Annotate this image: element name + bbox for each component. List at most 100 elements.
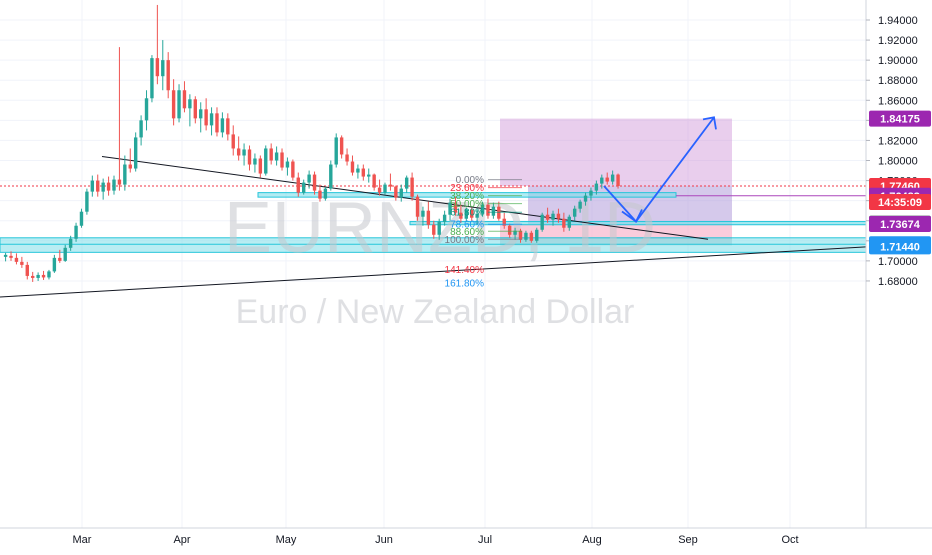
- candle: [58, 249, 62, 263]
- candle: [285, 157, 290, 176]
- candle-body: [264, 148, 268, 174]
- candle: [491, 202, 496, 219]
- candle: [25, 261, 29, 280]
- fib-label: 78.60%: [450, 220, 484, 231]
- candle-body: [567, 216, 571, 228]
- fib-label: 50.00%: [450, 199, 484, 210]
- candle: [583, 192, 588, 206]
- candle: [551, 210, 555, 226]
- candle: [432, 220, 436, 239]
- candle-body: [139, 120, 143, 138]
- candle: [280, 148, 284, 171]
- candle: [90, 175, 95, 197]
- candle: [74, 222, 78, 242]
- candle-body: [377, 187, 382, 193]
- candle-body: [404, 177, 409, 189]
- candle-body: [459, 212, 463, 219]
- candle-body: [177, 90, 181, 119]
- price-tick-label: 1.92000: [878, 35, 918, 47]
- fib-level: 161.80%: [445, 278, 485, 289]
- candle-body: [464, 209, 468, 219]
- candle: [513, 227, 517, 240]
- candle: [291, 159, 295, 181]
- fibonacci-levels: 0.00%23.60%38.20%50.00%61.80%78.60%88.60…: [445, 175, 522, 289]
- candle-body: [47, 271, 51, 278]
- candle: [475, 209, 479, 225]
- fib-level: 38.20%: [450, 191, 522, 202]
- candle-body: [52, 257, 57, 272]
- candle-body: [307, 174, 311, 183]
- trendlines: [0, 155, 867, 298]
- candle-body: [486, 204, 490, 216]
- candle: [329, 160, 333, 191]
- projection-path: [603, 116, 717, 223]
- candle-body: [524, 232, 528, 240]
- candle: [274, 146, 279, 166]
- candle-body: [166, 60, 170, 91]
- candle: [372, 173, 376, 191]
- time-tick-label: Sep: [678, 534, 698, 546]
- candle: [133, 132, 138, 172]
- candle-body: [475, 213, 479, 218]
- candle: [9, 251, 13, 261]
- candle-body: [432, 224, 436, 235]
- candle-body: [242, 149, 246, 156]
- candle: [253, 153, 257, 173]
- candle: [41, 270, 46, 280]
- candle: [85, 188, 89, 215]
- candle: [101, 178, 105, 200]
- candle: [415, 194, 420, 221]
- candle-body: [106, 182, 111, 191]
- descending-trendline: [101, 155, 709, 240]
- candle: [106, 176, 111, 196]
- candle: [296, 172, 300, 197]
- fib-label: 100.00%: [445, 235, 485, 246]
- candle: [535, 227, 539, 243]
- candle: [31, 271, 35, 282]
- price-axis[interactable]: 1.680001.700001.720001.740001.760001.780…: [865, 0, 918, 528]
- candle-body: [372, 174, 376, 188]
- price-tag: 1.71440: [869, 238, 931, 255]
- candle-body: [25, 264, 29, 276]
- candle-body: [3, 254, 8, 257]
- candle-body: [535, 229, 539, 241]
- candle: [318, 184, 322, 202]
- candle: [150, 55, 154, 103]
- time-tick-label: May: [276, 534, 297, 546]
- candle: [123, 155, 127, 191]
- candle-body: [209, 113, 214, 126]
- candle-body: [117, 179, 122, 185]
- candle-body: [215, 113, 219, 133]
- projection-arrow-up: [702, 116, 717, 130]
- candle-body: [14, 257, 19, 262]
- candle: [524, 230, 528, 242]
- time-axis[interactable]: Mar Apr May Jun Jul Aug Sep Oct: [0, 527, 932, 546]
- candle: [394, 185, 398, 201]
- candle-body: [448, 202, 452, 215]
- candle: [204, 98, 208, 131]
- candle: [404, 175, 409, 193]
- candle: [161, 40, 165, 91]
- candle: [193, 96, 197, 124]
- time-tick-label: Apr: [173, 534, 190, 546]
- candle: [182, 81, 187, 113]
- candle: [486, 198, 490, 219]
- candle: [112, 175, 116, 195]
- candle-body: [345, 154, 349, 162]
- watermark: EURNZD, 1D Euro / New Zealand Dollar: [224, 188, 656, 331]
- candle-body: [491, 206, 496, 216]
- support-zones: [0, 185, 867, 253]
- candle-body: [20, 261, 24, 265]
- fib-level: 88.60%: [450, 227, 522, 238]
- grid: [0, 0, 866, 528]
- candle: [367, 168, 371, 183]
- candle-body: [79, 211, 84, 226]
- candle-body: [31, 275, 35, 278]
- candle: [269, 143, 273, 165]
- candle-body: [616, 174, 620, 187]
- candle: [605, 172, 609, 185]
- candle: [3, 252, 8, 262]
- candle-body: [497, 206, 501, 219]
